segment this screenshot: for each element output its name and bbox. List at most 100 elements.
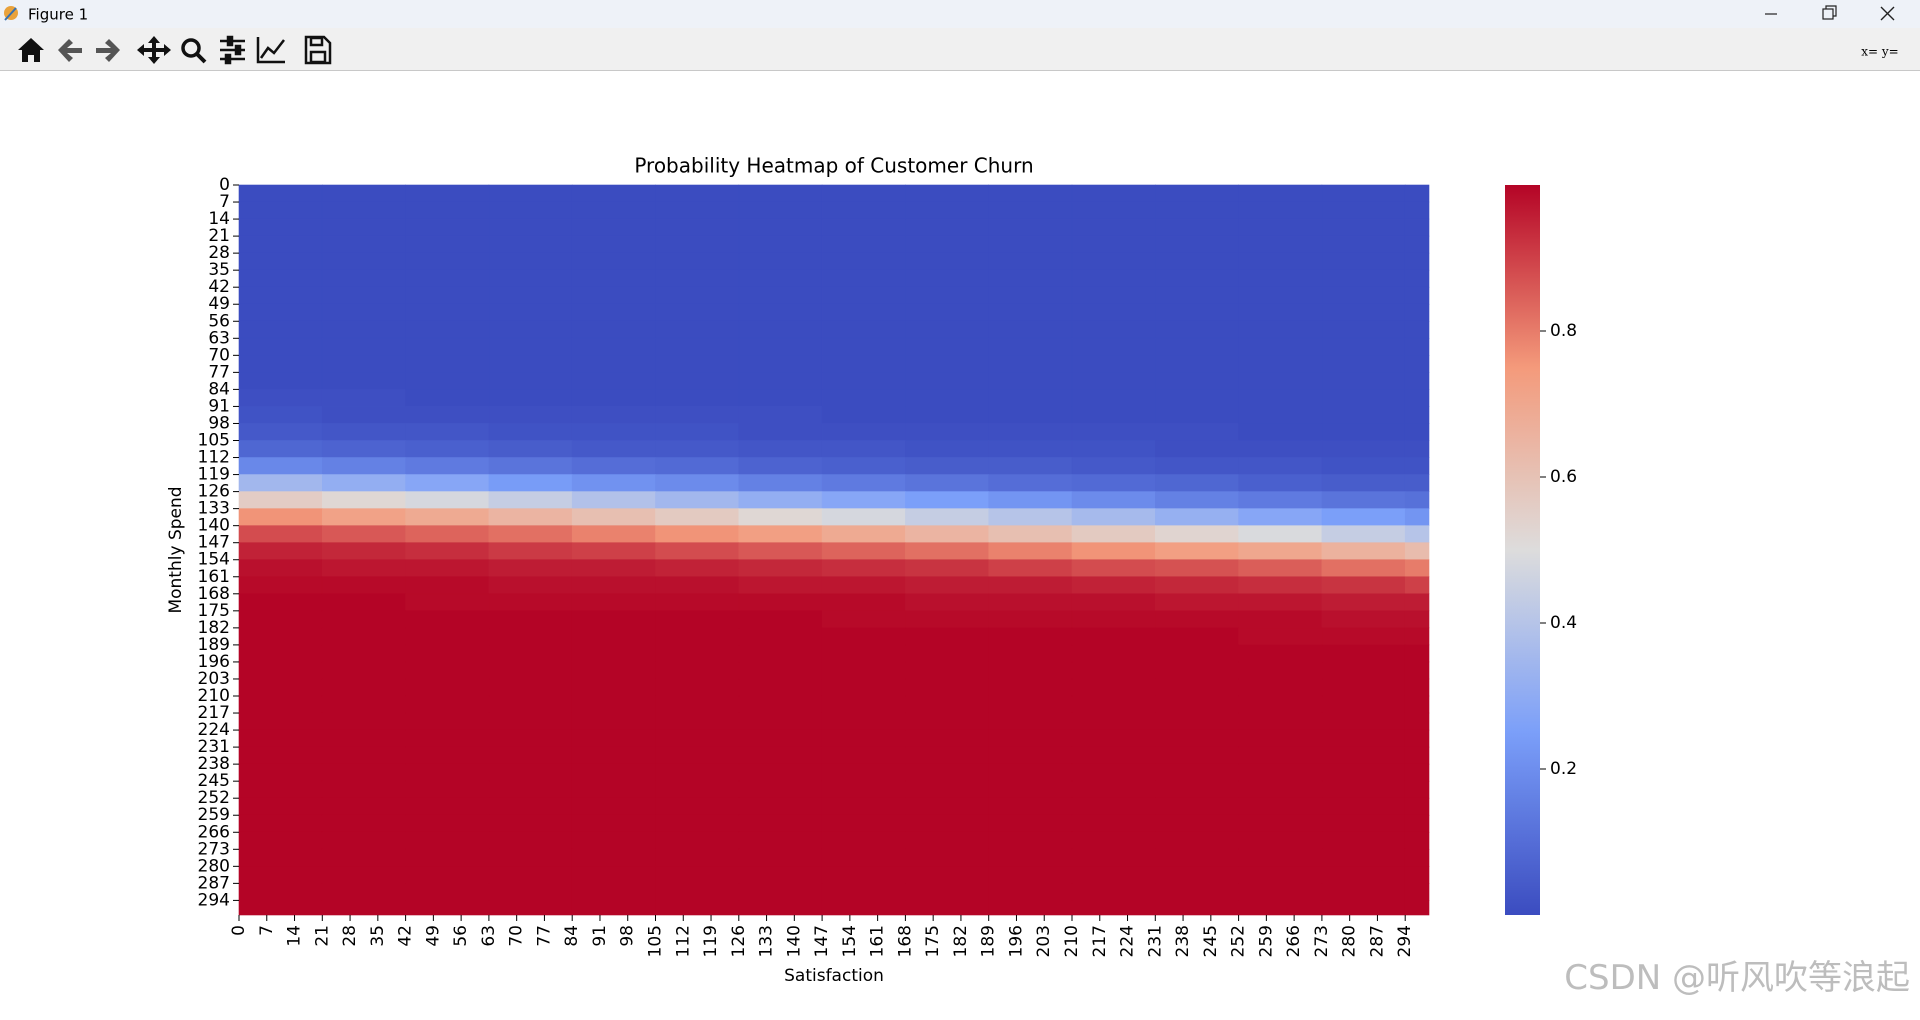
heatmap-cell (405, 746, 490, 765)
heatmap-cell (405, 644, 490, 663)
heatmap-cell (1071, 542, 1156, 561)
heatmap-cell (405, 508, 490, 526)
y-tick-label: 217 (198, 703, 230, 723)
heatmap-cell (488, 218, 573, 237)
heatmap-cell (405, 712, 490, 731)
heatmap-cell (1404, 797, 1430, 816)
save-button[interactable] (304, 35, 332, 65)
heatmap-cell (1071, 729, 1156, 748)
heatmap-cell (1071, 661, 1156, 680)
heatmap-cell (571, 406, 656, 424)
heatmap-cell (988, 542, 1073, 561)
heatmap-cell (488, 763, 573, 782)
heatmap-cell (1071, 269, 1156, 288)
heatmap-cell (238, 593, 323, 612)
heatmap-cell (1321, 661, 1406, 680)
heatmap-cell (1404, 576, 1430, 595)
heatmap-cell (488, 269, 573, 288)
close-button[interactable] (1880, 6, 1895, 21)
x-tick-label: 63 (479, 925, 499, 947)
heatmap-cell (1321, 355, 1406, 373)
pan-button[interactable] (137, 36, 171, 64)
heatmap-cell (488, 184, 573, 203)
heatmap-cell (1404, 423, 1430, 441)
heatmap-cell (738, 797, 823, 816)
heatmap-cell (238, 184, 323, 203)
zoom-button[interactable] (181, 38, 207, 64)
heatmap-cell (1155, 218, 1239, 237)
heatmap-cell (1238, 627, 1323, 646)
heatmap-cell (1071, 525, 1156, 543)
heatmap-cell (655, 866, 740, 884)
heatmap-cell (1155, 184, 1239, 203)
x-tick-label: 259 (1256, 925, 1276, 957)
heatmap-cell (1404, 661, 1430, 680)
heatmap-cell (1404, 525, 1430, 543)
x-tick-label: 0 (229, 925, 249, 936)
x-tick-label: 203 (1034, 925, 1054, 957)
heatmap-cell (321, 337, 406, 356)
heatmap-cell (905, 372, 990, 390)
heatmap-cell (988, 286, 1073, 305)
heatmap-cell (905, 218, 990, 237)
heatmap-cell (1321, 576, 1406, 595)
heatmap-cell (571, 627, 656, 646)
heatmap-cell (1238, 576, 1323, 595)
forward-button[interactable] (96, 39, 120, 62)
heatmap-cell (1404, 627, 1430, 646)
toolbar-icons: x= y= (18, 35, 1899, 65)
home-button[interactable] (18, 38, 44, 62)
heatmap-cell (1238, 372, 1323, 390)
heatmap-cell (905, 797, 990, 816)
heatmap-cell (821, 797, 906, 816)
heatmap-cell (238, 900, 323, 916)
heatmap-cell (738, 525, 823, 543)
heatmap-cell (238, 644, 323, 663)
heatmap-cell (1071, 610, 1156, 629)
heatmap-cell (571, 746, 656, 765)
heatmap-cell (405, 831, 490, 850)
heatmap-cell (905, 252, 990, 271)
heatmap-cell (1071, 423, 1156, 441)
heatmap-cell (571, 235, 656, 254)
heatmap-cell (405, 286, 490, 305)
heatmap-cell (1071, 184, 1156, 203)
heatmap-cell (1155, 303, 1239, 322)
heatmap-cell (905, 337, 990, 356)
heatmap-cell (821, 848, 906, 867)
configure-button[interactable] (220, 35, 245, 65)
heatmap-cell (571, 389, 656, 407)
heatmap-cell (1238, 797, 1323, 816)
heatmap-cell (655, 235, 740, 254)
heatmap-cell (738, 627, 823, 646)
heatmap-cell (488, 406, 573, 424)
heatmap-cell (1321, 184, 1406, 203)
x-tick-label: 126 (729, 925, 749, 957)
heatmap-cell (821, 729, 906, 748)
heatmap-cell (1071, 235, 1156, 254)
heatmap-cell (988, 746, 1073, 765)
heatmap-cell (821, 303, 906, 322)
heatmap-cell (405, 525, 490, 543)
heatmap-cell (738, 252, 823, 271)
heatmap-cell (1404, 491, 1430, 509)
back-button[interactable] (58, 39, 82, 62)
y-tick-label: 287 (198, 873, 230, 893)
heatmap-cell (488, 831, 573, 850)
edit-axes-button[interactable] (256, 37, 285, 64)
heatmap-cell (238, 252, 323, 271)
restore-button[interactable] (1822, 5, 1837, 20)
heatmap-cell (1071, 746, 1156, 765)
heatmap-cell (988, 866, 1073, 884)
heatmap-cell (571, 508, 656, 526)
heatmap-cell (1238, 355, 1323, 373)
heatmap-cell (405, 372, 490, 390)
heatmap-cell (821, 627, 906, 646)
heatmap-cell (1071, 866, 1156, 884)
heatmap-cell (655, 269, 740, 288)
heatmap-cell (321, 729, 406, 748)
heatmap-cell (238, 372, 323, 390)
heatmap-cell (905, 712, 990, 731)
x-tick-label: 7 (257, 925, 277, 936)
heatmap-cell (405, 678, 490, 697)
